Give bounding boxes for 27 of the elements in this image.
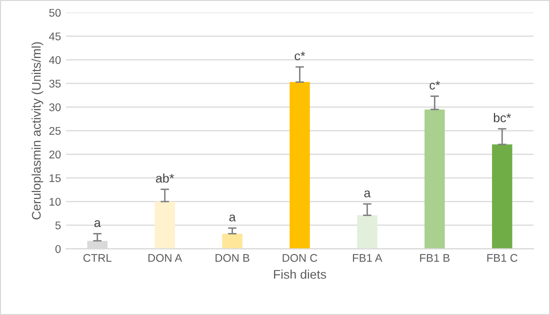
y-tick-label: 20 (49, 150, 61, 158)
y-tick-label: 15 (50, 174, 61, 182)
x-tick-label: DON B (216, 254, 250, 262)
y-tick-label: 40 (49, 56, 61, 64)
y-tick-label: 10 (50, 198, 61, 206)
annotation: bc* (494, 113, 511, 122)
annotation: c* (430, 80, 440, 90)
y-tick-label: 45 (49, 32, 61, 40)
x-tick-label: FB1 A (352, 254, 382, 262)
x-tick-label: DON C (282, 254, 318, 262)
x-tick-label: DON A (148, 254, 182, 262)
y-tick-label: 25 (49, 126, 61, 135)
y-tick-label: 35 (49, 80, 61, 88)
annotation: c* (294, 52, 306, 60)
x-tick-label: FB1 B (420, 254, 450, 262)
annotation: a (94, 220, 101, 228)
x-tick-label: CTRL (83, 254, 112, 262)
y-tick-label: 50 (49, 8, 61, 17)
annotation: ab* (156, 173, 174, 183)
annotation: a (364, 190, 371, 198)
y-axis-title: Ceruloplasmin activity (Units/ml) (32, 42, 44, 220)
x-tick-label: FB1 C (487, 254, 518, 262)
x-axis-title: Fish diets (274, 270, 326, 279)
y-tick-label: 0 (55, 245, 61, 253)
y-tick-label: 30 (49, 103, 61, 112)
annotation: a (229, 214, 236, 222)
y-tick-label: 5 (55, 222, 61, 230)
